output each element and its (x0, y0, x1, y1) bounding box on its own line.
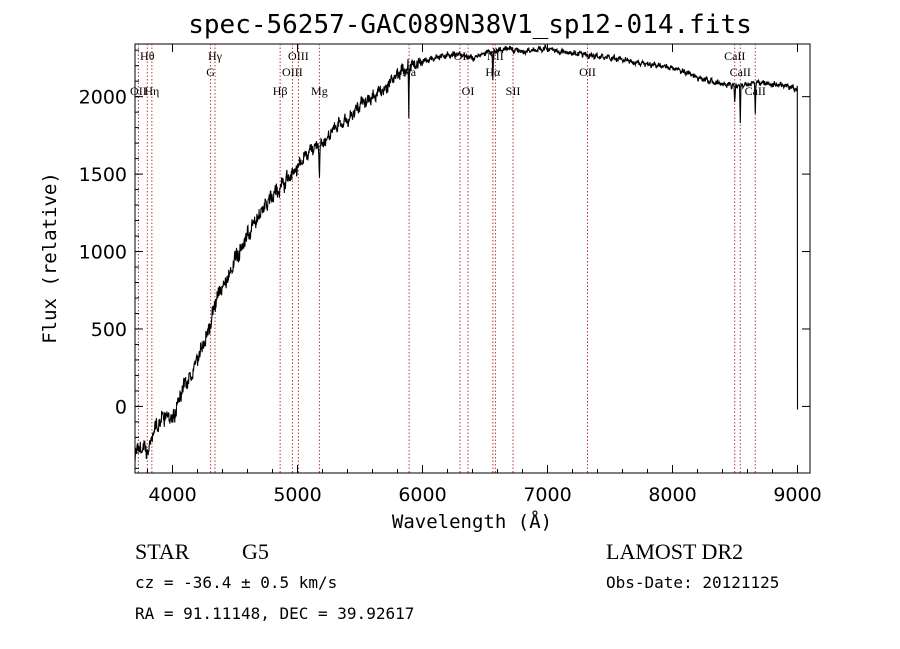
x-tick-label: 9000 (773, 484, 821, 506)
x-tick-label: 4000 (148, 484, 196, 506)
y-tick-label: 1000 (79, 242, 127, 264)
y-tick-label: 1500 (79, 164, 127, 186)
line-label: OI (454, 49, 467, 63)
redshift-velocity: cz = -36.4 ± 0.5 km/s (135, 573, 337, 592)
observation-date: Obs-Date: 20121125 (606, 573, 779, 592)
line-label: Hβ (273, 84, 288, 98)
line-label: OII (579, 65, 596, 79)
line-label: Hη (144, 84, 159, 98)
line-label: CaII (745, 84, 766, 98)
line-label: OII (130, 84, 147, 98)
series-flux (134, 43, 799, 463)
x-axis-label: Wavelength (Å) (392, 510, 552, 533)
y-tick-label: 500 (91, 319, 127, 341)
survey-name: LAMOST DR2 (606, 539, 743, 564)
chart-title: spec-56257-GAC089N38V1_sp12-014.fits (188, 10, 752, 40)
line-label: Mg (311, 84, 328, 98)
line-markers (137, 44, 756, 473)
series-layer (134, 43, 799, 463)
line-label: CaII (730, 65, 751, 79)
line-label: OIII (288, 49, 309, 63)
line-label: SII (506, 84, 521, 98)
x-tick-label: 8000 (648, 484, 696, 506)
line-label: OIII (282, 65, 303, 79)
line-label: NII (487, 49, 504, 63)
x-tick-label: 5000 (273, 484, 321, 506)
sky-coordinates: RA = 91.11148, DEC = 39.92617 (135, 604, 414, 623)
x-tick-label: 7000 (523, 484, 571, 506)
line-label: Na (402, 65, 417, 79)
y-axis: 0 500 1000 1500 2000 (79, 49, 810, 469)
y-tick-label: 0 (115, 396, 127, 418)
line-label: Hα (485, 65, 501, 79)
object-subclass: G5 (242, 539, 269, 564)
x-axis: 4000 5000 6000 7000 8000 9000 (147, 44, 822, 506)
line-label: CaII (724, 49, 745, 63)
y-axis-label: Flux (relative) (39, 172, 61, 344)
line-label: Hγ (208, 49, 223, 63)
line-label: OI (462, 84, 475, 98)
line-label: G (206, 65, 215, 79)
object-class: STAR (135, 539, 190, 564)
y-tick-label: 2000 (79, 87, 127, 109)
x-tick-label: 6000 (398, 484, 446, 506)
line-label: Hθ (140, 49, 155, 63)
